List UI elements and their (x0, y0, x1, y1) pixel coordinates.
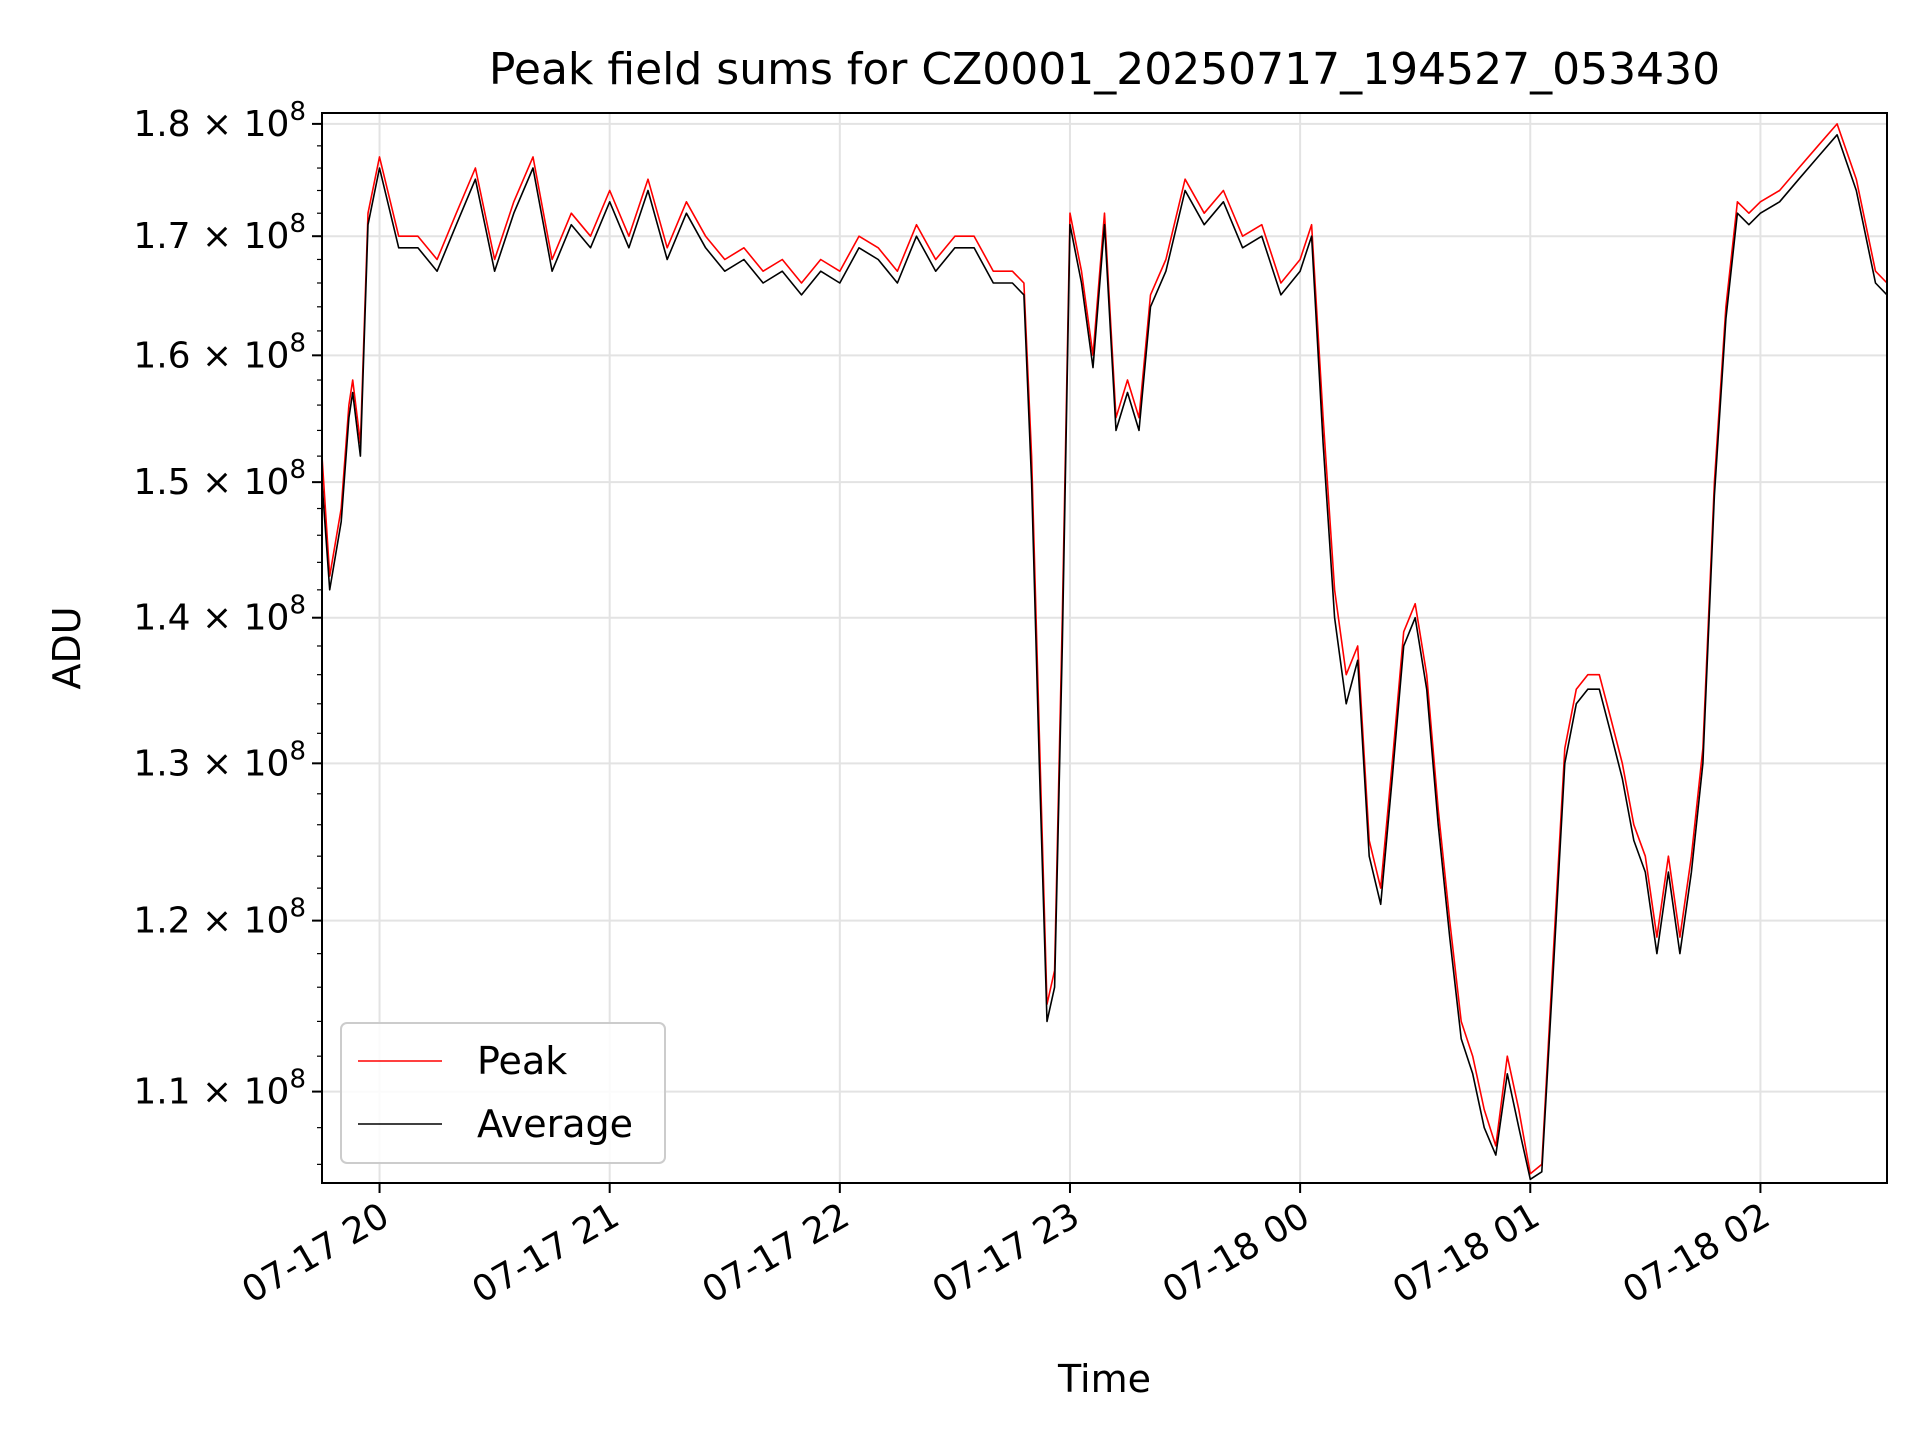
legend-average-label: Average (477, 1102, 633, 1146)
x-tick-label: 07-18 02 (1616, 1195, 1777, 1311)
legend-peak-label: Peak (477, 1039, 567, 1083)
y-tick-label: 1.5 × 108 (133, 455, 306, 503)
y-tick-label: 1.6 × 108 (133, 328, 306, 376)
series-line-average (321, 134, 1888, 1181)
y-tick-label: 1.7 × 108 (133, 209, 306, 257)
y-tick-label: 1.3 × 108 (133, 736, 306, 784)
series-line-peak (321, 123, 1888, 1175)
legend-box (340, 1022, 666, 1164)
x-tick-label: 07-18 00 (1156, 1195, 1317, 1311)
chart-title: Peak field sums for CZ0001_20250717_1945… (489, 44, 1720, 95)
y-tick-label: 1.2 × 108 (133, 894, 306, 942)
series-layer (321, 123, 1888, 1181)
legend: Peak Average (340, 1022, 666, 1164)
x-tick-label: 07-17 21 (466, 1195, 627, 1311)
y-axis-label: ADU (45, 606, 89, 689)
y-tick-label: 1.1 × 108 (133, 1065, 306, 1113)
x-tick-label: 07-17 23 (926, 1195, 1087, 1311)
y-tick-label: 1.4 × 108 (133, 591, 306, 639)
plot-frame (321, 112, 1888, 1184)
x-tick-label: 07-17 22 (696, 1195, 857, 1311)
y-tick-label: 1.8 × 108 (133, 97, 306, 145)
x-axis-label: Time (1057, 1357, 1151, 1401)
x-tick-label: 07-18 01 (1386, 1195, 1547, 1311)
x-tick-label: 07-17 20 (235, 1195, 396, 1311)
